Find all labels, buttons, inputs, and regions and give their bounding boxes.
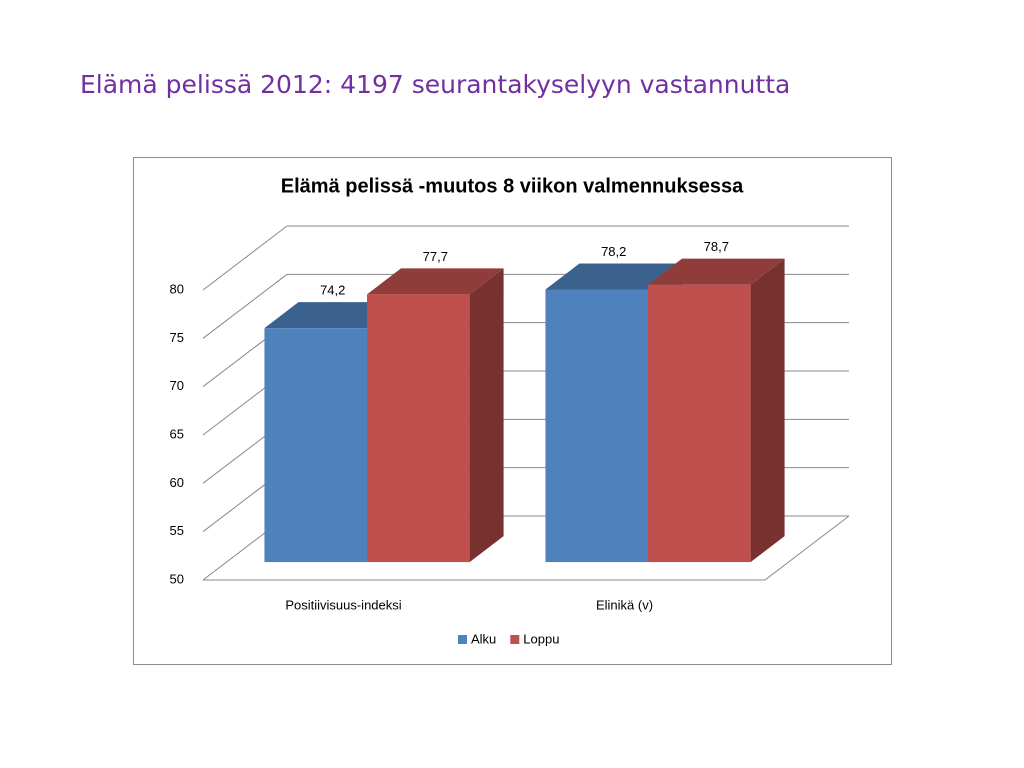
y-tick-label: 70 <box>170 378 184 393</box>
grid-line <box>202 225 288 291</box>
floor <box>203 515 850 581</box>
value-label: 77,7 <box>423 249 448 264</box>
x-tick-label: Elinikä (v) <box>596 597 653 612</box>
bar-side <box>750 258 785 563</box>
grid-line <box>202 273 288 339</box>
bar <box>648 284 751 563</box>
bar-top <box>545 263 683 290</box>
y-tick-label: 50 <box>170 571 184 586</box>
bar-side <box>469 268 504 563</box>
y-tick-label: 55 <box>170 523 184 538</box>
slide-title: Elämä pelissä 2012: 4197 seurantakyselyy… <box>80 70 790 99</box>
bar-top <box>264 302 402 329</box>
bar <box>545 289 649 563</box>
legend-swatch <box>458 635 467 644</box>
value-label: 74,2 <box>320 283 345 298</box>
bar <box>367 294 470 563</box>
x-tick-label: Positiivisuus-indeksi <box>285 597 401 612</box>
legend-label: Loppu <box>523 631 559 646</box>
legend-label: Alku <box>471 631 496 646</box>
legend-swatch <box>510 635 520 644</box>
y-tick-label: 75 <box>170 330 184 345</box>
value-label: 78,7 <box>704 239 729 254</box>
y-tick-label: 60 <box>170 475 184 490</box>
y-tick-label: 65 <box>170 426 184 441</box>
bar <box>264 328 368 563</box>
bar-top <box>367 268 504 295</box>
chart-title: Elämä pelissä -muutos 8 viikon valmennuk… <box>281 175 744 197</box>
bar-top <box>648 258 785 285</box>
y-tick-label: 80 <box>170 281 184 296</box>
value-label: 78,2 <box>601 244 626 259</box>
